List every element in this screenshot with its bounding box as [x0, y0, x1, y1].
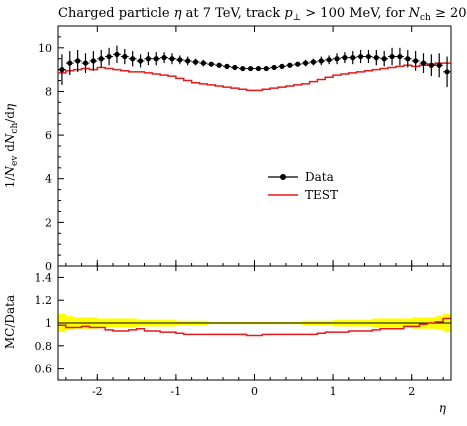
data-point [153, 56, 159, 62]
data-point [137, 58, 144, 64]
test-histogram [58, 62, 451, 92]
main-y-tick-label: 0 [45, 260, 52, 273]
ratio-x-ticks: -2 -1 0 1 2 [65, 266, 444, 398]
data-point [420, 60, 427, 66]
legend-label-test: TEST [305, 188, 338, 202]
ratio-panel: 0.6 0.8 1 1.2 1.4 -2 -1 0 1 2 MC/Data η [3, 265, 452, 415]
data-point [161, 55, 167, 61]
data-point [224, 63, 230, 69]
data-point [192, 59, 199, 65]
legend-item-test: TEST [268, 188, 338, 202]
data-point [75, 58, 81, 64]
main-x-ticks [65, 26, 444, 266]
data-point [302, 60, 309, 66]
legend: Data TEST [268, 170, 338, 202]
legend-label-data: Data [305, 170, 334, 184]
data-point [389, 53, 395, 60]
x-axis-label: η [439, 401, 447, 415]
ratio-y-tick-label: 1.2 [35, 294, 53, 307]
data-point [67, 60, 73, 66]
ratio-y-tick-label: 1.4 [35, 271, 53, 284]
data-point [240, 65, 246, 72]
data-point [287, 62, 293, 68]
data-point [200, 60, 207, 66]
data-point [295, 61, 301, 67]
data-point [428, 62, 434, 68]
data-point [98, 56, 104, 62]
data-point [444, 69, 450, 75]
data-point [373, 55, 379, 61]
main-y-tick-label: 4 [45, 173, 52, 186]
data-point [405, 56, 411, 62]
ratio-y-ticks: 0.6 0.8 1 1.2 1.4 [35, 271, 64, 376]
main-panel: 0 2 4 6 8 10 1/Nev dNch/dη [3, 25, 452, 273]
data-point [318, 58, 324, 64]
ratio-y-tick-label: 1 [45, 317, 52, 330]
data-point [381, 56, 387, 62]
data-point [255, 65, 262, 72]
data-points [58, 45, 451, 88]
data-point [263, 65, 269, 72]
data-point [350, 55, 356, 61]
ratio-y-label: MC/Data [3, 295, 17, 349]
ratio-test-histogram [58, 317, 451, 337]
main-y-ticks: 0 2 4 6 8 10 [38, 25, 64, 273]
main-y-tick-label: 2 [45, 216, 52, 229]
data-point [247, 65, 254, 72]
data-point [145, 56, 151, 62]
data-point [216, 62, 222, 68]
data-point [130, 56, 136, 62]
ratio-x-tick-label: 0 [251, 385, 258, 398]
main-y-tick-label: 6 [45, 129, 52, 142]
ratio-x-tick-label: 1 [330, 385, 337, 398]
data-point [232, 64, 238, 71]
data-point [208, 61, 214, 67]
main-y-label: 1/Nev dNch/dη [3, 103, 20, 188]
chart-title: Charged particle η at 7 TeV, track p⊥ > … [58, 6, 467, 23]
main-y-tick-label: 8 [45, 85, 52, 98]
legend-item-data: Data [268, 170, 334, 184]
data-point [310, 59, 317, 65]
data-point [185, 58, 191, 64]
data-point [122, 53, 128, 60]
ratio-test-line [58, 317, 451, 337]
test-histogram-line [58, 62, 451, 92]
data-point [413, 58, 419, 64]
data-point [59, 67, 65, 73]
ratio-x-tick-label: -1 [171, 385, 182, 398]
main-y-tick-label: 10 [38, 42, 52, 55]
data-point [90, 58, 96, 64]
data-point [397, 53, 403, 60]
data-point [177, 57, 183, 63]
data-point [271, 64, 277, 71]
data-point [326, 57, 332, 63]
data-point [365, 53, 372, 60]
data-point [436, 62, 442, 68]
ratio-y-tick-label: 0.8 [35, 340, 53, 353]
ratio-x-tick-label: 2 [408, 385, 415, 398]
data-point [279, 63, 285, 69]
data-point [169, 56, 175, 62]
data-point [114, 51, 120, 57]
data-point [342, 55, 348, 61]
ratio-x-tick-label: -2 [92, 385, 103, 398]
data-point [106, 53, 112, 60]
ratio-y-tick-label: 0.6 [35, 363, 53, 376]
data-point [358, 53, 364, 60]
data-point [334, 56, 340, 62]
data-point [82, 60, 89, 66]
